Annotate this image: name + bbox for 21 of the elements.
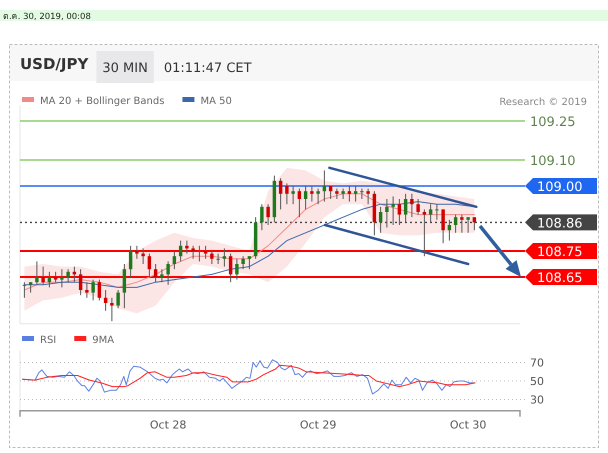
legend-label: 9MA <box>92 335 114 346</box>
chart-subtitle: 30 MIN <box>102 61 148 76</box>
ref-line-label: 109.25 <box>530 115 576 130</box>
ref-line-label: 109.00 <box>537 180 582 195</box>
legend-label: RSI <box>40 335 56 346</box>
text: ต.ค. 30, 2019, 00:08 <box>3 12 91 22</box>
chart-title: USD/JPY <box>20 55 90 73</box>
x-tick-label: Oct 30 <box>450 418 486 432</box>
y-tick-label: 70 <box>530 356 544 370</box>
y-tick-label: 50 <box>530 375 544 388</box>
annotation: Research © 2019 <box>499 97 587 108</box>
text: 01:11:47 CET <box>164 61 252 76</box>
ref-line-label: 108.75 <box>537 245 582 260</box>
x-tick-label: Oct 28 <box>150 418 186 432</box>
ref-line-label: 108.65 <box>537 271 582 286</box>
legend-label: MA 20 + Bollinger Bands <box>40 96 164 107</box>
y-tick-label: 30 <box>530 394 544 407</box>
ref-line-label: 109.10 <box>530 154 576 169</box>
legend-label: MA 50 <box>200 96 232 107</box>
ref-line-label: 108.86 <box>537 216 582 232</box>
x-tick-label: Oct 29 <box>300 418 336 432</box>
